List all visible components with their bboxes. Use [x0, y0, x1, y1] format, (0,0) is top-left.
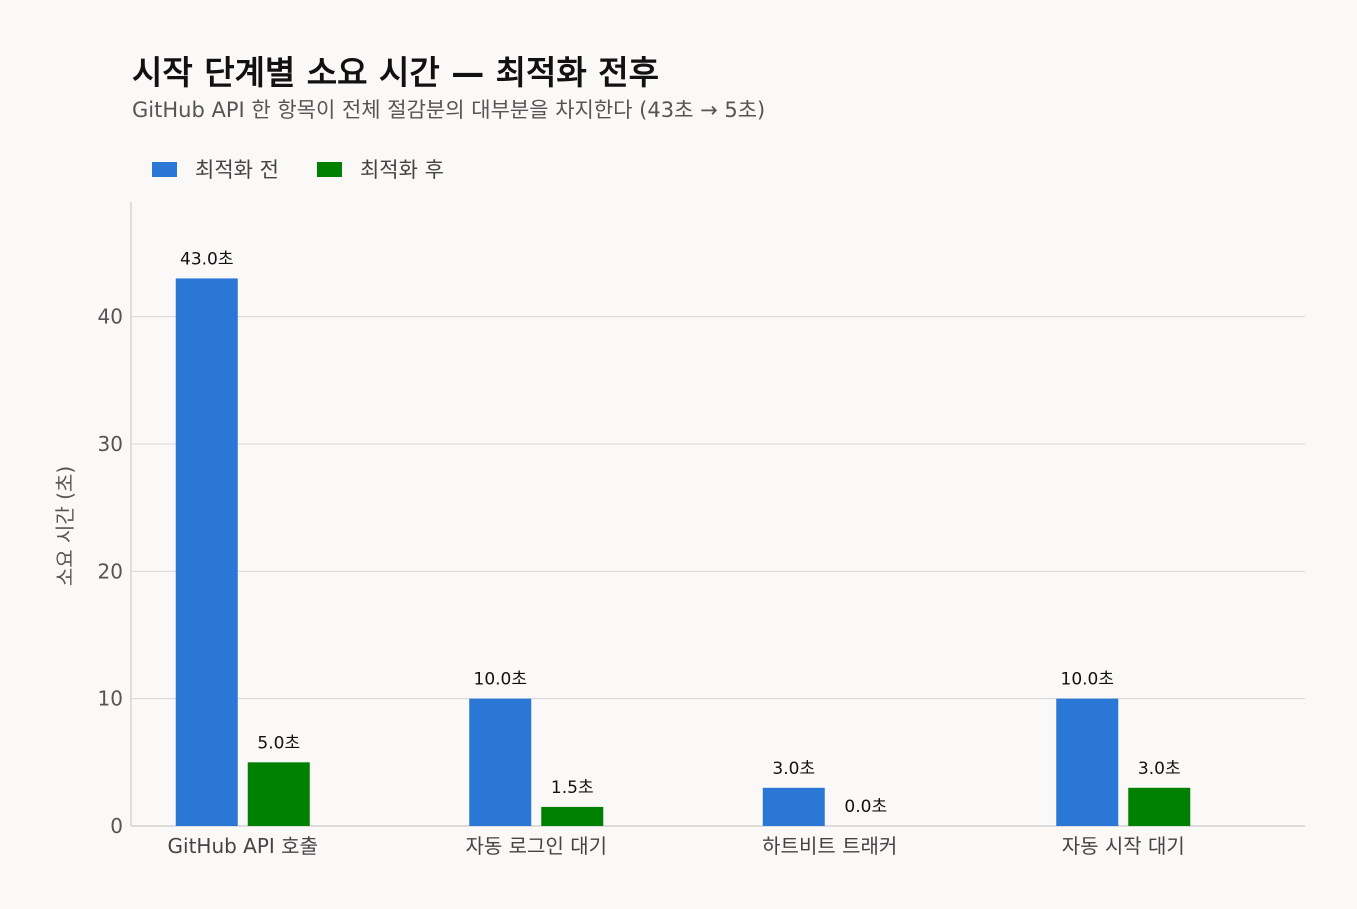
y-tick-label: 40	[98, 305, 123, 329]
bar-before	[1056, 698, 1119, 826]
bar-value-label: 43.0초	[180, 249, 234, 269]
bar-before	[175, 278, 238, 826]
bar-before	[762, 787, 825, 826]
x-category-label: 자동 시작 대기	[1062, 834, 1185, 858]
bar-value-label: 3.0초	[1138, 759, 1181, 779]
bar-value-label: 10.0초	[1061, 670, 1115, 690]
gridlines	[131, 316, 1305, 700]
bar-value-label: 5.0초	[257, 733, 300, 753]
bar-value-label: 1.5초	[551, 778, 594, 798]
legend-item-before: 최적화 전	[152, 154, 279, 184]
chart-subtitle: GitHub API 한 항목이 전체 절감분의 대부분을 차지한다 (43초 …	[132, 98, 766, 122]
bar-after	[1128, 787, 1191, 826]
bar-value-label: 3.0초	[772, 759, 815, 779]
bar-value-label: 0.0초	[844, 797, 887, 817]
legend: 최적화 전 최적화 후	[152, 154, 444, 184]
x-category-label: 자동 로그인 대기	[465, 834, 607, 858]
bar-after	[247, 762, 310, 826]
y-tick-label: 30	[98, 432, 123, 456]
legend-label-after: 최적화 후	[359, 158, 444, 182]
bars	[175, 278, 1191, 826]
chart-title: 시작 단계별 소요 시간 — 최적화 전후	[132, 53, 659, 92]
axes	[130, 202, 1305, 827]
bar-value-label: 10.0초	[474, 670, 528, 690]
x-category-label: 하트비트 트래커	[762, 834, 897, 858]
y-tick-label: 0	[110, 814, 123, 838]
legend-swatch-before	[152, 161, 177, 177]
legend-swatch-after	[316, 161, 342, 177]
x-category-label: GitHub API 호출	[168, 834, 318, 858]
bar-after	[541, 806, 604, 826]
bar-before	[469, 698, 532, 826]
y-axis-label: 소요 시간 (초)	[53, 466, 77, 586]
legend-item-after: 최적화 후	[316, 154, 444, 184]
legend-label-before: 최적화 전	[195, 158, 279, 182]
y-tick-label: 20	[98, 559, 123, 583]
labels: 0 10 20 30 40 소요 시간 (초) 43.0초 5.0초 GitHub API 호출…	[53, 249, 1185, 858]
y-tick-label: 10	[98, 687, 123, 711]
